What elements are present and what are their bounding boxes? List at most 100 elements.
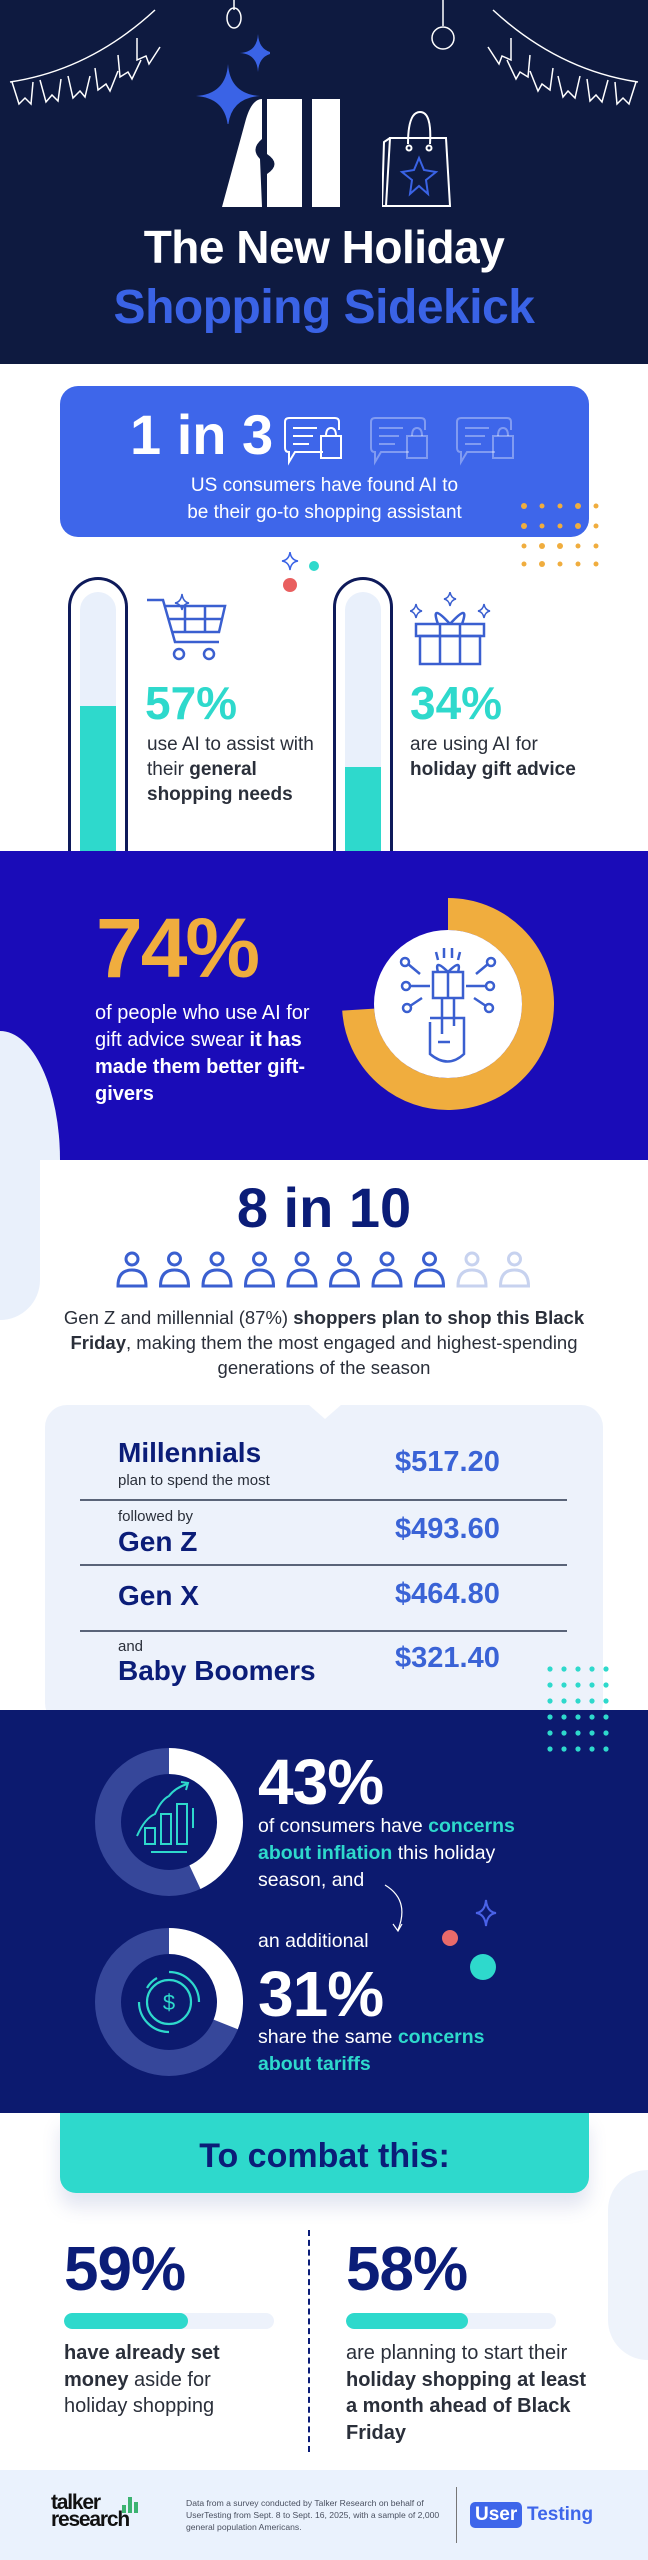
dot [561, 1730, 567, 1736]
dot [589, 1698, 595, 1704]
dot [561, 1666, 567, 1672]
text-bold: it has made them better gift-givers [95, 1029, 306, 1105]
generation-label: Gen Z [118, 1526, 198, 1557]
spend-amount: $321.40 [395, 1642, 500, 1674]
row-divider [80, 1564, 567, 1566]
dot [603, 1666, 609, 1672]
combat-58-text: are planning to start their holiday shop… [346, 2340, 596, 2446]
arrow-and-confetti-icon [384, 1884, 497, 1946]
spend-amount: $464.80 [395, 1578, 500, 1610]
person-icon [158, 1251, 191, 1288]
gift-icon [410, 592, 491, 666]
text-plain: aside for holiday shopping [64, 2368, 215, 2418]
generation-note: followed by [118, 1508, 194, 1525]
survey-note: Data from a survey conducted by Talker R… [186, 2498, 440, 2532]
percent-59: 59% [64, 2235, 186, 2304]
progress-fill [64, 2313, 188, 2329]
svg-text:$: $ [163, 1990, 175, 2015]
text-plain: are using AI for [410, 734, 538, 755]
text-line: be their go-to shopping assistant [187, 502, 462, 523]
people-icons [116, 1251, 531, 1288]
percent-43: 43% [258, 1746, 384, 1818]
dot [603, 1730, 609, 1736]
person-icon [498, 1251, 531, 1288]
dollar-coin-icon: $ [137, 1970, 201, 2034]
confetti-dot [470, 1954, 496, 1980]
stat-57-text: use AI to assist with their general shop… [147, 732, 317, 807]
header-banner: The New Holiday Shopping Sidekick [0, 0, 648, 364]
connector-text: an additional [258, 1930, 369, 1952]
dot [561, 1746, 567, 1752]
text-plain: Gen Z and millennial (87%) [63, 1307, 294, 1328]
table-notch [309, 1405, 341, 1419]
column-divider [308, 2230, 310, 2452]
person-icon [328, 1251, 361, 1288]
person-icon [116, 1251, 148, 1288]
generation-label: Gen X [118, 1580, 199, 1611]
one-in-three-headline: 1 in 3 [130, 403, 274, 466]
combat-59-text: have already set money aside for holiday… [64, 2340, 264, 2420]
concerns-section [0, 1710, 648, 2113]
usertesting-logo-user: User [470, 2502, 523, 2528]
dot [589, 1730, 595, 1736]
person-icon [243, 1251, 276, 1288]
title-line-1: The New Holiday [143, 221, 505, 273]
progress-bar-59 [64, 2313, 274, 2329]
dot [603, 1682, 609, 1688]
one-in-three-text: US consumers have found AI to be their g… [60, 472, 589, 526]
inflation-text: of consumers have concerns about inflati… [258, 1813, 558, 1894]
dot [575, 1666, 581, 1672]
person-icon [286, 1251, 318, 1288]
combat-banner [60, 2113, 589, 2193]
dots-decoration-icon [521, 503, 599, 567]
percent-58: 58% [346, 2235, 468, 2304]
chat-bag-icon [284, 417, 342, 466]
progress-bar-58 [346, 2313, 556, 2329]
person-icon [371, 1251, 403, 1288]
talker-research-logo: talker research [51, 2491, 130, 2531]
blob-decoration [0, 1031, 60, 1160]
text-plain: this holiday season, and [258, 1842, 496, 1891]
dot [589, 1682, 595, 1688]
spend-amount: $493.60 [395, 1513, 500, 1545]
thermometer-fill [345, 766, 381, 857]
spend-amount: $517.20 [395, 1446, 500, 1478]
generation-label: Millennials [118, 1437, 262, 1468]
bar-chart-logo-icon [122, 2497, 138, 2513]
generation-note: plan to spend the most [118, 1472, 270, 1489]
eight-in-ten-headline: 8 in 10 [236, 1176, 412, 1239]
eight-in-ten-text: Gen Z and millennial (87%) shoppers plan… [40, 1305, 608, 1380]
chat-bag-icon [456, 417, 514, 466]
blob-decoration [0, 1160, 40, 1320]
dot [547, 1714, 553, 1720]
tariffs-text: share the same concerns about tariffs [258, 2024, 528, 2078]
thermometer-fill [80, 705, 116, 857]
dot [561, 1714, 567, 1720]
dot [575, 1714, 581, 1720]
dot [575, 1698, 581, 1704]
donut-arc [168, 1748, 243, 1889]
stat-74-text: of people who use AI for gift advice swe… [95, 1000, 325, 1108]
text-plain: are planning to start their [346, 2342, 568, 2364]
text-line: US consumers have found AI to [190, 475, 459, 496]
dot [547, 1682, 553, 1688]
shopping-bag-icon [382, 110, 452, 207]
text-highlight: concerns about inflation [258, 1815, 515, 1864]
bunting-decoration-icon [9, 0, 639, 106]
donut-center [374, 930, 522, 1078]
dot [561, 1682, 567, 1688]
generation-label: Baby Boomers [118, 1655, 316, 1686]
dot [561, 1698, 567, 1704]
person-icon [456, 1251, 488, 1288]
text-bold: have already set money [64, 2342, 220, 2391]
footer [0, 2470, 648, 2560]
donut-74 [342, 898, 554, 1110]
footer-divider [456, 2487, 457, 2543]
text-highlight: concerns about tariffs [258, 2026, 485, 2075]
text-bold: general shopping needs [147, 759, 293, 805]
dot [547, 1730, 553, 1736]
title-line-2: Shopping Sidekick [113, 281, 535, 334]
person-icon [201, 1251, 233, 1288]
robot-hand-gift-icon [399, 948, 497, 1063]
dot [575, 1730, 581, 1736]
